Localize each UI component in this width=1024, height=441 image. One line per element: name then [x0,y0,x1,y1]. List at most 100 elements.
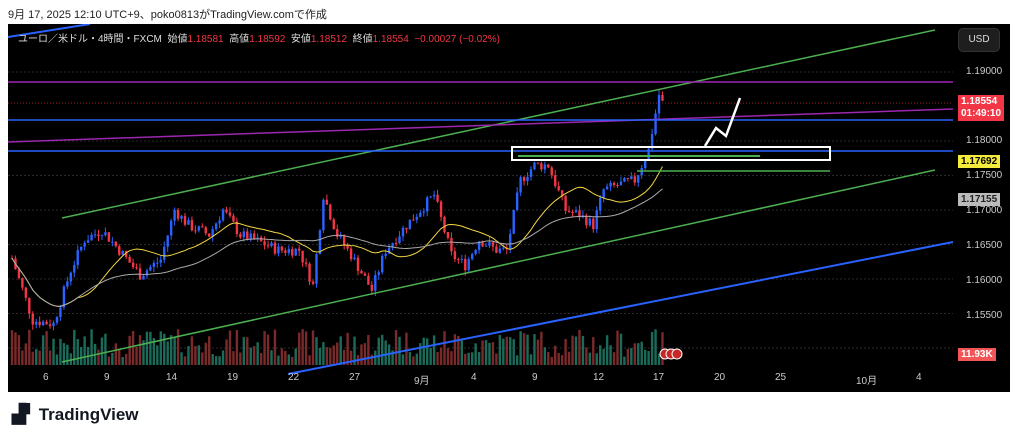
volume-bar [111,352,114,365]
candle-body [86,240,90,243]
volume-bar [329,347,332,365]
candle-body [623,177,626,182]
candle-body [643,160,647,169]
volume-bar [477,352,481,365]
volume-bar [432,335,436,365]
volume-bar [650,332,654,365]
volume-bar [346,332,349,365]
candle-body [59,307,62,318]
volume-bar [28,329,31,365]
volume-bar [370,354,374,365]
close-value: 1.18554 [372,34,409,45]
candle-body [38,321,41,326]
candle-body [201,226,204,228]
candle-body [529,169,533,177]
candle-body [595,210,598,230]
price-chart[interactable] [8,24,1010,392]
volume-bar [66,344,69,365]
candle-body [73,264,76,273]
volume-bar [526,334,529,365]
candle-body [526,176,529,181]
volume-bar [408,351,412,365]
candle-body [336,229,339,237]
volume-bar [654,329,657,365]
candle-body [114,241,117,247]
candle-body [502,247,505,249]
candle-body [104,232,107,236]
candle-body [384,253,387,256]
volume-bar [484,340,488,365]
volume-bar [166,341,169,365]
volume-bar [131,330,135,365]
volume-bar [17,335,21,365]
candle-body [190,220,194,231]
candle-body [329,204,332,220]
candle-body [17,269,21,279]
volume-bar [100,337,104,365]
candle-body [208,233,211,237]
volume-bar [308,355,311,365]
tradingview-logo[interactable]: ▟▘ TradingView [12,404,139,425]
candle-body [453,251,457,260]
candle-body [401,227,405,237]
candle-body [349,248,353,260]
candle-body [446,232,450,238]
volume-bar [52,338,55,365]
candle-body [52,322,55,327]
volume-bar [287,354,290,365]
volume-bar [488,342,491,365]
volume-bar [280,348,284,365]
volume-bar [342,349,346,365]
volume-bar [208,336,211,365]
candle-body [405,227,408,230]
candle-body [470,253,474,260]
volume-bar [602,348,605,365]
volume-bar [405,332,408,365]
price-tick: 1.17000 [966,205,1003,216]
candle-body [100,235,104,237]
candle-body [626,177,630,180]
candle-body [353,257,356,260]
support-zone-box [511,146,831,161]
candle-body [169,220,173,236]
chart-area[interactable]: ユーロ／米ドル・4時間・FXCM 始値1.18581 高値1.18592 安値1… [8,24,1010,392]
candle-body [90,234,93,241]
trend-support-line [287,241,954,375]
volume-bar [367,334,370,365]
candle-body [567,210,571,212]
volume-bar [256,342,259,365]
candle-body [263,241,266,246]
symbol-label[interactable]: ユーロ／米ドル・4時間・FXCM [18,34,162,45]
time-tick: 22 [288,372,300,383]
currency-button[interactable]: USD [958,28,1000,52]
trendline [8,24,91,38]
time-tick: 14 [166,372,178,383]
sloped-line [8,108,954,143]
volume-bar [142,340,145,365]
volume-bar [259,353,263,365]
candle-body [443,216,446,233]
volume-bar [253,346,256,365]
ma-fast-tag: 1.17692 [958,155,1001,168]
candle-body [356,257,360,271]
volume-bar [436,352,439,365]
candle-body [332,219,335,230]
volume-bar [291,356,294,365]
chart-caption: 9月 17, 2025 12:10 UTC+9、poko0813がTrading… [8,9,327,21]
volume-bar [474,343,477,365]
candle-body [533,162,536,170]
volume-bar [159,331,162,365]
volume-bar [128,335,131,365]
time-tick: 9 [532,372,538,383]
candle-body [273,242,277,254]
candle-body [564,195,567,211]
volume-bar [204,342,207,365]
volume-bar [536,339,540,365]
volume-bar [332,345,335,365]
volume-bar [62,343,66,365]
price-tick: 1.15500 [966,310,1003,321]
volume-bar [149,331,152,365]
volume-bar [80,346,83,365]
price-tick: 1.16500 [966,240,1003,251]
candle-body [415,216,419,220]
